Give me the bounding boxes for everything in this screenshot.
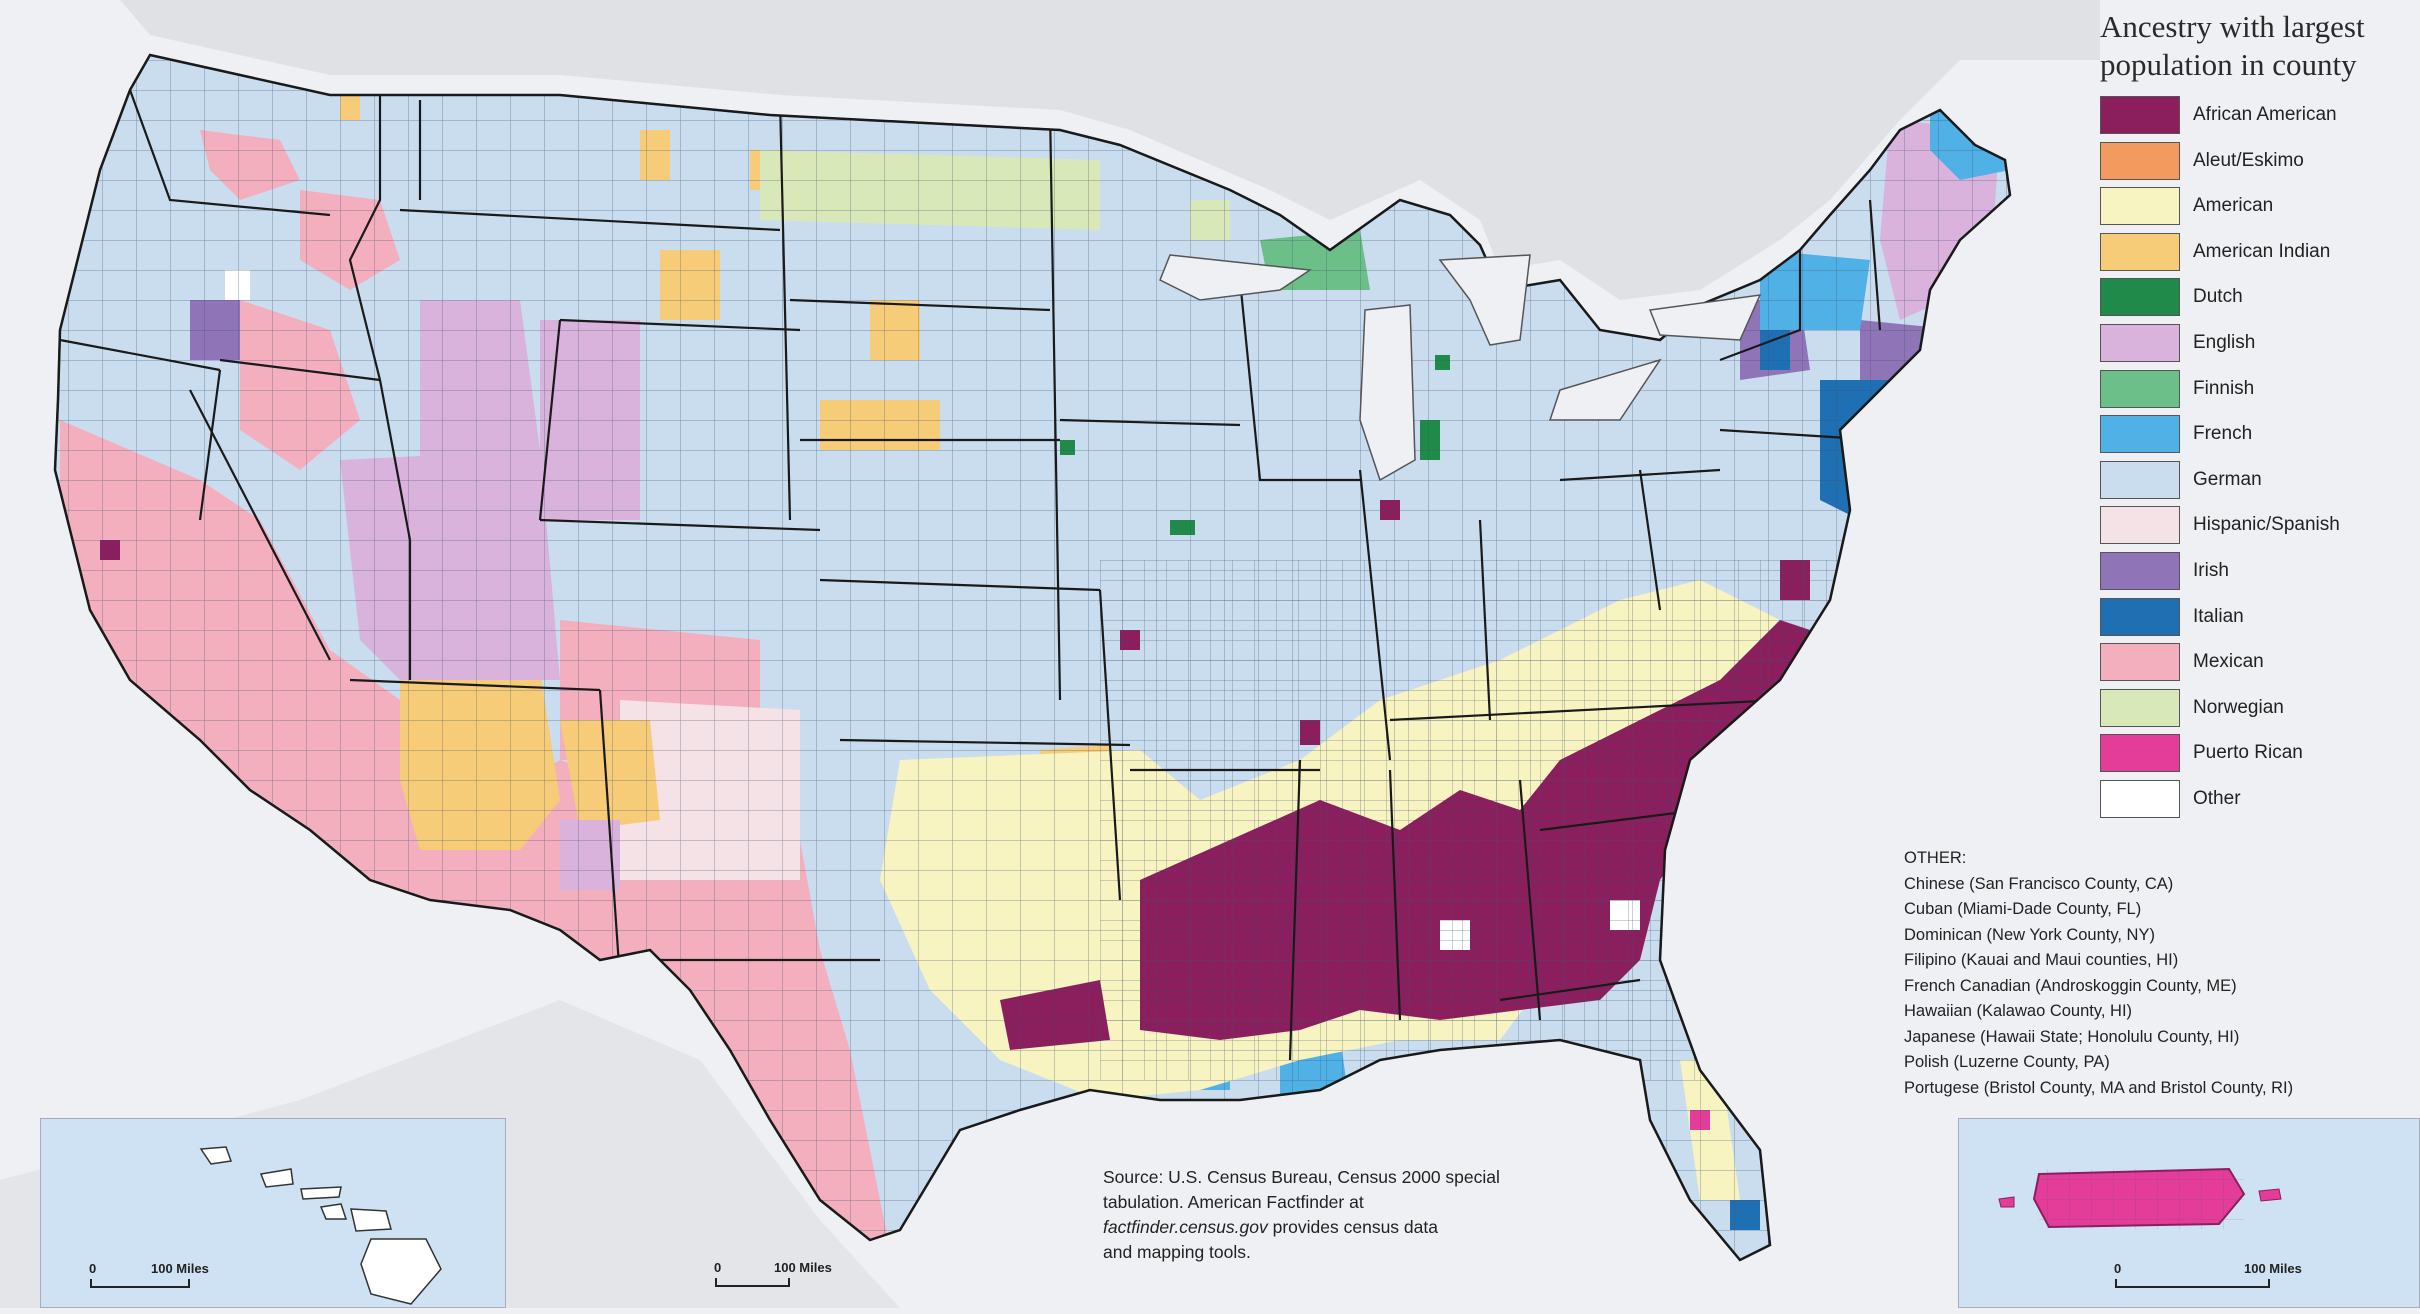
legend-swatch (2100, 324, 2180, 362)
alaska-scale-bar (715, 1278, 790, 1287)
legend-item: Norwegian (2100, 688, 2420, 729)
pr-scale-zero: 0 (2114, 1261, 2122, 1276)
other-item: French Canadian (Androskoggin County, ME… (1904, 976, 2237, 995)
legend-item: African American (2100, 96, 2420, 136)
legend-label: Italian (2193, 605, 2244, 627)
hawaii-inset: 0 100 Miles (40, 1118, 506, 1308)
other-heading: OTHER: (1904, 849, 1967, 867)
legend-item: Irish (2100, 552, 2420, 592)
hawaii-scale-label: 100 Miles (151, 1261, 209, 1276)
alaska-scale-label: 100 Miles (774, 1260, 832, 1275)
source-note: Source: U.S. Census Bureau, Census 2000 … (1103, 1165, 1643, 1265)
legend-swatch (2100, 506, 2180, 545)
legend-item: Mexican (2100, 643, 2420, 683)
legend-label: Norwegian (2193, 696, 2284, 718)
legend-swatch (2100, 643, 2180, 682)
legend-swatch (2100, 369, 2180, 408)
legend-item: Hispanic/Spanish (2100, 506, 2420, 546)
pr-scale-bar (2115, 1279, 2270, 1288)
other-ancestries: OTHER: Chinese (San Francisco County, CA… (1904, 846, 2420, 1101)
other-item: Hawaiian (Kalawao County, HI) (1904, 1002, 2133, 1020)
other-item: Portugese (Bristol County, MA and Bristo… (1904, 1078, 2294, 1097)
alaska-scale-zero: 0 (714, 1260, 722, 1275)
legend-swatch (2100, 232, 2180, 271)
other-item: Filipino (Kauai and Maui counties, HI) (1904, 951, 2179, 969)
legend-label: English (2193, 332, 2256, 353)
hawaii-scale-bar (90, 1279, 190, 1288)
legend-item: French (2100, 415, 2420, 455)
legend-title-line1: Ancestry with largest (2100, 9, 2365, 44)
legend-swatch (2100, 96, 2180, 134)
source-line4: and mapping tools. (1103, 1242, 1251, 1262)
legend-label: American Indian (2193, 240, 2331, 262)
legend-item: Aleut/Eskimo (2100, 141, 2420, 182)
legend-label: Irish (2193, 560, 2229, 581)
pr-scale-label: 100 Miles (2244, 1261, 2302, 1276)
source-line3-rest: provides census data (1267, 1217, 1438, 1237)
legend-swatch (2100, 460, 2180, 499)
legend-swatch (2100, 688, 2180, 727)
source-line1: Source: U.S. Census Bureau, Census 2000 … (1103, 1167, 1500, 1187)
legend-swatch (2100, 552, 2180, 590)
legend-label: Puerto Rican (2193, 742, 2303, 764)
legend-item: Puerto Rican (2100, 734, 2420, 774)
legend-label: Hispanic/Spanish (2193, 514, 2340, 536)
legend-item: Other (2100, 780, 2420, 820)
legend-item: German (2100, 460, 2420, 501)
legend-swatch (2100, 597, 2180, 636)
legend-item: Dutch (2100, 278, 2420, 318)
legend-item: Finnish (2100, 369, 2420, 410)
puerto-rico-island (1998, 1167, 2282, 1229)
legend-label: Mexican (2193, 651, 2264, 673)
source-url: factfinder.census.gov (1103, 1217, 1268, 1237)
legend-label: African American (2193, 104, 2337, 125)
legend-label: Finnish (2193, 377, 2255, 399)
other-item: Chinese (San Francisco County, CA) (1904, 874, 2174, 893)
hawaii-scale-zero: 0 (89, 1261, 97, 1276)
puerto-rico-inset: 0 100 Miles (1958, 1118, 2420, 1308)
legend-label: French (2193, 423, 2253, 445)
legend-title-line2: population in county (2100, 47, 2357, 82)
other-item: Polish (Luzerne County, PA) (1904, 1053, 2110, 1071)
legend-item: Italian (2100, 597, 2420, 638)
legend-title: Ancestry with largest population in coun… (2100, 8, 2420, 84)
legend-label: Other (2193, 788, 2241, 809)
legend-item: American (2100, 187, 2420, 227)
source-line3: factfinder.census.gov provides census da… (1103, 1215, 1643, 1240)
legend-label: Aleut/Eskimo (2193, 149, 2304, 171)
hawaii-islands (199, 1146, 442, 1305)
alaska-scale: 0 100 Miles (714, 1260, 874, 1300)
legend-swatch (2100, 278, 2180, 317)
legend-item: American Indian (2100, 232, 2420, 273)
legend-label: American (2193, 195, 2274, 217)
source-line2: tabulation. American Factfinder at (1103, 1192, 1364, 1212)
legend-swatch (2100, 141, 2180, 180)
legend-swatch (2100, 415, 2180, 454)
legend-swatch (2100, 187, 2180, 226)
other-item: Dominican (New York County, NY) (1904, 925, 2155, 944)
legend-label: German (2193, 468, 2262, 490)
legend-swatch (2100, 780, 2180, 818)
legend-item: English (2100, 324, 2420, 364)
other-item: Cuban (Miami-Dade County, FL) (1904, 900, 2142, 918)
legend-swatch (2100, 734, 2180, 773)
legend-label: Dutch (2193, 286, 2243, 308)
other-item: Japanese (Hawaii State; Honolulu County,… (1904, 1027, 2240, 1046)
other-list: Chinese (San Francisco County, CA) Cuban … (1904, 872, 2420, 1102)
